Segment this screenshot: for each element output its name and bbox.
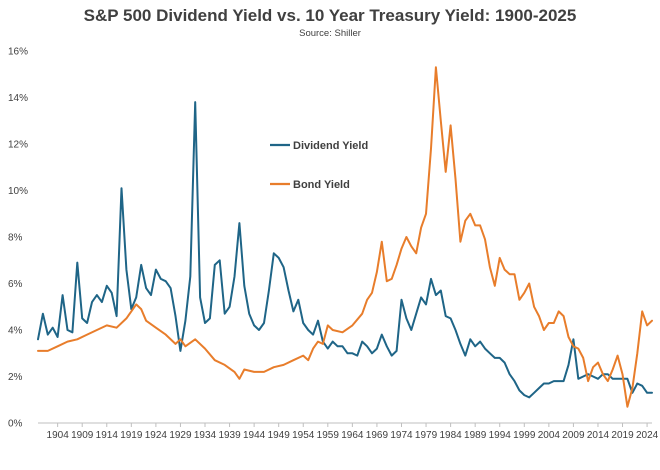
x-tick-label: 2019	[611, 430, 634, 441]
x-tick-label: 1974	[390, 430, 413, 441]
y-tick-label: 6%	[8, 279, 23, 290]
x-tick-label: 1979	[415, 430, 438, 441]
series-line-dividend-yield	[37, 101, 653, 399]
chart-title: S&P 500 Dividend Yield vs. 10 Year Treas…	[83, 6, 577, 25]
x-tick-label: 1904	[47, 430, 70, 441]
y-tick-label: 12%	[8, 140, 28, 151]
x-tick-label: 2009	[562, 430, 585, 441]
series-layer	[37, 66, 653, 408]
x-tick-label: 1944	[243, 430, 266, 441]
y-tick-label: 2%	[8, 372, 23, 383]
chart-subtitle: Source: Shiller	[299, 28, 361, 39]
x-tick-label: 1934	[194, 430, 217, 441]
y-tick-label: 0%	[8, 419, 23, 430]
y-tick-label: 16%	[8, 47, 28, 58]
x-tick-label: 2004	[538, 430, 561, 441]
x-tick-label: 1994	[489, 430, 512, 441]
y-tick-label: 14%	[8, 93, 28, 104]
legend: Dividend Yield Bond Yield	[270, 140, 368, 191]
x-tick-label: 1959	[317, 430, 340, 441]
legend-label: Bond Yield	[293, 179, 350, 191]
x-tick-label: 1909	[71, 430, 94, 441]
x-tick-label: 1964	[341, 430, 364, 441]
x-tick-label: 1919	[120, 430, 143, 441]
x-tick-label: 1984	[439, 430, 462, 441]
x-axis: 1904 1909 1914 1919 1924 1929 1934 1939 1944 1949…	[38, 422, 659, 441]
x-tick-label: 1999	[513, 430, 536, 441]
x-tick-label: 1939	[218, 430, 241, 441]
y-tick-label: 10%	[8, 186, 28, 197]
x-tick-label: 2024	[636, 430, 659, 441]
x-tick-label: 1929	[169, 430, 192, 441]
x-tick-label: 1949	[268, 430, 291, 441]
x-tick-label: 1969	[366, 430, 389, 441]
x-tick-label: 1914	[96, 430, 119, 441]
legend-label: Dividend Yield	[293, 140, 368, 152]
x-tick-label: 2014	[587, 430, 610, 441]
y-tick-label: 8%	[8, 233, 23, 244]
series-line-bond-yield	[37, 66, 653, 408]
x-tick-label: 1924	[145, 430, 168, 441]
y-tick-label: 4%	[8, 326, 23, 337]
x-tick-label: 1954	[292, 430, 315, 441]
y-axis: 0% 2% 4% 6% 8% 10% 12% 14% 16%	[8, 47, 28, 430]
x-tick-label: 1989	[464, 430, 487, 441]
